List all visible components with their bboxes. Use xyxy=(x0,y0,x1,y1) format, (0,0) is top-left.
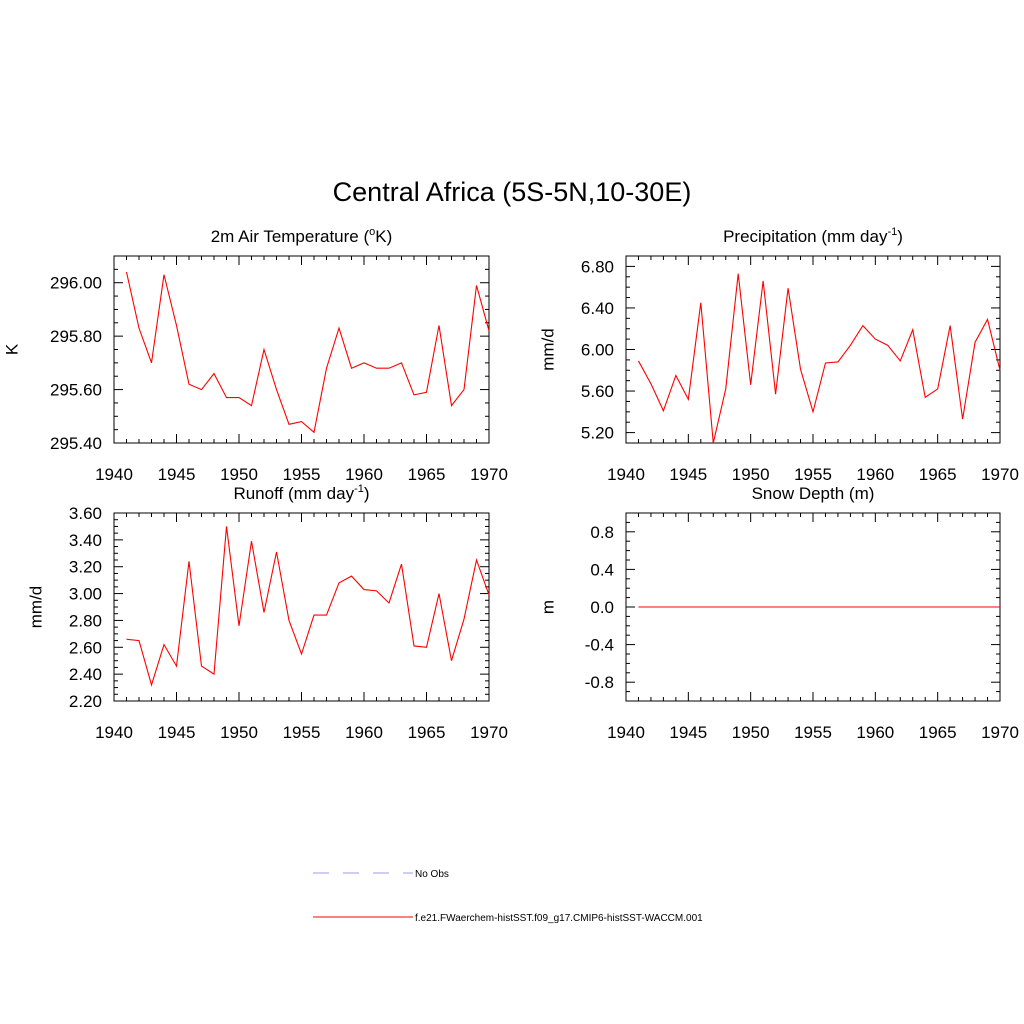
x-tick-label: 1940 xyxy=(607,723,645,742)
x-tick-label: 1950 xyxy=(732,465,770,484)
y-tick-label: 5.60 xyxy=(581,382,614,401)
x-tick-label: 1940 xyxy=(607,465,645,484)
y-tick-label: 2.60 xyxy=(69,638,102,657)
y-axis-label: K xyxy=(3,343,22,355)
x-tick-label: 1950 xyxy=(220,465,258,484)
y-tick-label: 6.80 xyxy=(581,257,614,276)
x-tick-label: 1965 xyxy=(919,465,957,484)
y-tick-label: 6.40 xyxy=(581,299,614,318)
y-tick-label: 0.4 xyxy=(590,560,614,579)
panel-title: Snow Depth (m) xyxy=(752,484,875,503)
x-tick-label: 1940 xyxy=(95,723,133,742)
y-tick-label: 295.40 xyxy=(50,434,102,453)
x-tick-label: 1960 xyxy=(345,723,383,742)
plot-frame xyxy=(113,512,490,702)
panel-title: Runoff (mm day-1) xyxy=(233,483,369,503)
y-axis-label: m xyxy=(539,600,558,614)
x-tick-label: 1970 xyxy=(470,723,508,742)
panel-title-suffix: ) xyxy=(364,484,370,503)
series-line xyxy=(637,273,1001,444)
legend: No Obs f.e21.FWaerchem-histSST.f09_g17.C… xyxy=(313,869,703,924)
y-tick-label: 2.20 xyxy=(69,692,102,711)
y-tick-label: 0.8 xyxy=(590,523,614,542)
y-tick-label: 295.60 xyxy=(50,381,102,400)
x-tick-label: 1960 xyxy=(856,465,894,484)
y-tick-label: -0.4 xyxy=(585,636,614,655)
y-tick-label: 0.0 xyxy=(590,598,614,617)
y-tick-label: 2.40 xyxy=(69,665,102,684)
panel-runoff: Runoff (mm day-1) 1940 1945 1950 1955 1960 196… xyxy=(27,483,508,742)
y-tick-label: 6.00 xyxy=(581,341,614,360)
y-tick-label: 3.40 xyxy=(69,531,102,550)
panel-title-text: Precipitation (mm day xyxy=(723,227,888,246)
x-tick-label: 1960 xyxy=(856,723,894,742)
x-tick-label: 1950 xyxy=(732,723,770,742)
x-tick-label: 1940 xyxy=(95,465,133,484)
y-tick-label: 2.80 xyxy=(69,611,102,630)
x-tick-label: 1965 xyxy=(408,465,446,484)
panel-snow-depth: Snow Depth (m) 1940 1945 1950 1955 1960 1965 19… xyxy=(539,484,1019,742)
series-line xyxy=(125,271,490,434)
panel-title: Precipitation (mm day-1) xyxy=(723,226,903,246)
x-tick-label: 1955 xyxy=(794,723,832,742)
x-tick-label: 1965 xyxy=(919,723,957,742)
y-tick-label: 295.80 xyxy=(50,327,102,346)
x-tick-label: 1955 xyxy=(283,723,321,742)
panel-precipitation: Precipitation (mm day-1) 1940 1945 1950 1955… xyxy=(539,226,1019,484)
y-tick-label: 3.60 xyxy=(69,504,102,523)
panel-title-suffix: ) xyxy=(897,227,903,246)
x-tick-label: 1955 xyxy=(794,465,832,484)
x-tick-label: 1960 xyxy=(345,465,383,484)
y-tick-label: 3.00 xyxy=(69,585,102,604)
x-tick-label: 1955 xyxy=(283,465,321,484)
plot-frame xyxy=(113,255,490,444)
y-tick-label: 3.20 xyxy=(69,558,102,577)
x-tick-label: 1965 xyxy=(408,723,446,742)
panel-air-temperature: 2m Air Temperature (oK) 1940 1945 1950 1955 1… xyxy=(3,226,508,484)
x-tick-label: 1970 xyxy=(981,465,1019,484)
x-tick-label: 1945 xyxy=(158,465,196,484)
figure-title: Central Africa (5S-5N,10-30E) xyxy=(333,177,692,207)
panel-title-suffix: K) xyxy=(375,227,392,246)
panel-title: 2m Air Temperature (oK) xyxy=(211,226,393,246)
x-tick-label: 1970 xyxy=(470,465,508,484)
panel-title-text: Snow Depth (m) xyxy=(752,484,875,503)
y-tick-label: 5.20 xyxy=(581,424,614,443)
y-axis-label: mm/d xyxy=(27,586,46,629)
panel-title-text: 2m Air Temperature ( xyxy=(211,227,370,246)
x-tick-label: 1950 xyxy=(220,723,258,742)
y-axis-label: mm/d xyxy=(539,328,558,371)
x-tick-label: 1945 xyxy=(669,465,707,484)
panel-title-superscript: -1 xyxy=(354,483,364,495)
plot-frame xyxy=(625,255,1001,444)
x-tick-label: 1945 xyxy=(669,723,707,742)
x-tick-label: 1970 xyxy=(981,723,1019,742)
y-tick-label: -0.8 xyxy=(585,673,614,692)
legend-label-model: f.e21.FWaerchem-histSST.f09_g17.CMIP6-hi… xyxy=(415,913,703,924)
panel-title-superscript: -1 xyxy=(887,226,897,238)
legend-label-no-obs: No Obs xyxy=(415,869,449,880)
x-tick-label: 1945 xyxy=(158,723,196,742)
y-tick-label: 296.00 xyxy=(50,274,102,293)
panel-title-superscript: o xyxy=(369,226,375,238)
panel-title-text: Runoff (mm day xyxy=(233,484,354,503)
series-line xyxy=(126,526,490,687)
